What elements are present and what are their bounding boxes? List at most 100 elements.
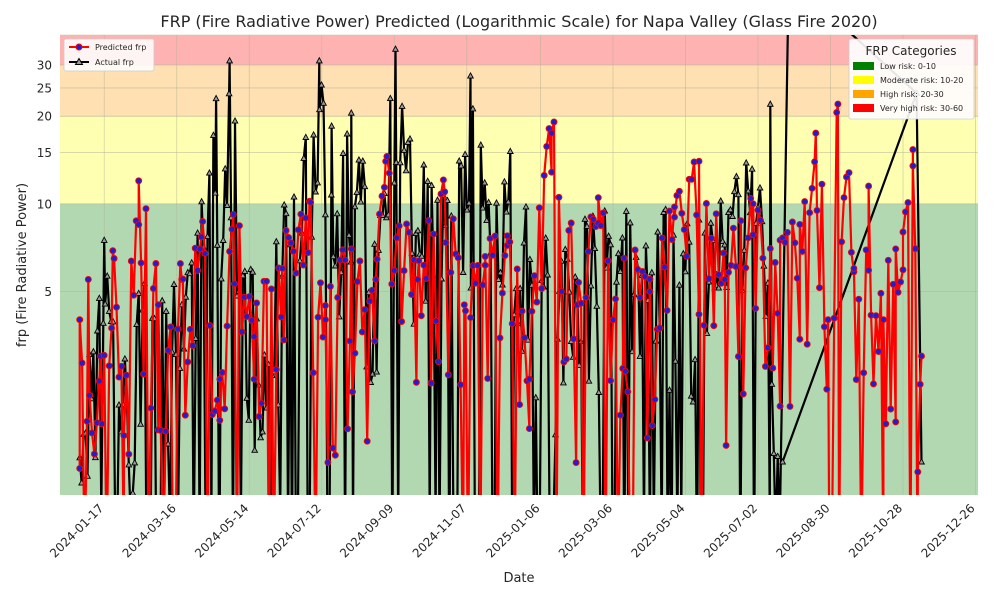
actual-frp-point — [137, 420, 145, 427]
predicted-frp-point — [911, 245, 919, 253]
predicted-frp-point — [739, 390, 747, 398]
predicted-frp-point — [135, 177, 143, 185]
predicted-frp-point — [582, 294, 590, 301]
predicted-frp-point — [503, 232, 511, 240]
predicted-frp-point — [109, 247, 117, 255]
y-axis-label: frp (Fire Radiative Power) — [15, 183, 30, 347]
actual-frp-point — [314, 178, 322, 186]
actual-frp-point — [223, 201, 231, 208]
actual-frp-point — [681, 267, 689, 275]
actual-frp-point — [744, 186, 752, 194]
predicted-frp-point — [793, 274, 801, 282]
actual-frp-point — [581, 215, 589, 222]
actual-frp-point — [331, 261, 339, 269]
predicted-frp-point — [88, 429, 96, 437]
predicted-frp-point — [339, 246, 347, 254]
legend-predicted-marker — [75, 43, 83, 51]
predicted-frp-point — [648, 422, 656, 430]
predicted-frp-point — [914, 468, 922, 476]
predicted-frp-point — [287, 239, 295, 247]
predicted-frp-point — [695, 310, 703, 318]
actual-frp-point — [129, 489, 136, 495]
predicted-frp-point — [646, 288, 654, 295]
actual-frp-point — [595, 388, 603, 395]
actual-frp-point — [213, 241, 221, 248]
predicted-frp-point — [788, 218, 796, 226]
actual-frp-point — [131, 458, 139, 466]
predicted-frp-point — [321, 302, 329, 310]
predicted-frp-point — [894, 288, 902, 296]
predicted-frp-point — [594, 194, 602, 202]
actual-frp-point — [243, 394, 251, 401]
predicted-frp-point — [282, 227, 290, 234]
predicted-frp-point — [304, 249, 312, 257]
predicted-frp-point — [78, 359, 86, 367]
predicted-frp-point — [272, 366, 280, 373]
predicted-frp-point — [892, 418, 900, 426]
predicted-frp-point — [76, 464, 84, 472]
predicted-frp-point — [238, 328, 246, 336]
predicted-frp-point — [666, 207, 673, 215]
predicted-frp-point — [612, 295, 619, 303]
predicted-frp-point — [221, 405, 229, 413]
predicted-frp-point — [865, 266, 873, 274]
predicted-frp-point — [226, 247, 234, 255]
category-legend: FRP Categories Low risk: 0-10 Moderate r… — [848, 38, 975, 120]
predicted-frp-point — [317, 279, 324, 287]
actual-frp-point — [469, 104, 477, 112]
actual-frp-point — [392, 158, 400, 166]
predicted-frp-point — [115, 373, 123, 381]
actual-frp-point — [496, 268, 504, 276]
predicted-frp-point — [855, 295, 863, 303]
predicted-frp-point — [344, 425, 352, 433]
actual-frp-point — [231, 116, 239, 124]
predicted-frp-point — [776, 402, 784, 410]
actual-frp-point — [217, 274, 225, 282]
predicted-frp-point — [884, 256, 892, 264]
predicted-frp-point — [120, 432, 128, 440]
actual-frp-point — [457, 161, 465, 169]
predicted-frp-point — [656, 324, 664, 332]
actual-frp-point — [770, 449, 778, 457]
predicted-frp-point — [250, 333, 258, 341]
predicted-frp-point — [834, 100, 842, 108]
actual-frp-point — [391, 45, 400, 52]
actual-frp-point — [241, 267, 249, 274]
predicted-frp-point — [887, 405, 895, 413]
predicted-frp-point — [174, 325, 182, 333]
predicted-frp-point — [373, 255, 381, 263]
predicted-frp-point — [791, 239, 799, 247]
actual-frp-point — [642, 241, 650, 249]
predicted-frp-point — [108, 324, 116, 332]
actual-frp-point — [89, 347, 97, 355]
predicted-frp-point — [149, 285, 157, 292]
predicted-frp-point — [852, 376, 860, 383]
predicted-frp-point — [329, 444, 337, 452]
predicted-frp-series — [76, 100, 925, 495]
predicted-frp-point — [604, 257, 612, 265]
actual-frp-point — [732, 172, 740, 180]
predicted-frp-point — [909, 146, 917, 154]
actual-frp-point — [485, 198, 493, 205]
actual-frp-point — [402, 166, 410, 174]
predicted-frp-point — [496, 334, 504, 342]
actual-frp-point — [327, 190, 335, 198]
actual-frp-point — [671, 357, 679, 364]
legend-swatch-low — [853, 62, 874, 70]
actual-frp-point — [424, 177, 432, 184]
actual-frp-point — [721, 240, 729, 248]
legend-moderate-risk: Moderate risk: 10-20 — [880, 76, 963, 85]
predicted-frp-point — [744, 234, 752, 242]
actual-frp-point — [532, 393, 540, 401]
actual-frp-point — [345, 231, 353, 238]
actual-frp-point — [418, 252, 426, 259]
predicted-frp-point — [882, 420, 890, 428]
predicted-frp-point — [414, 275, 422, 283]
actual-frp-point — [715, 283, 723, 291]
actual-frp-point — [593, 302, 601, 309]
actual-frp-point — [198, 197, 206, 205]
actual-frp-point — [300, 154, 308, 161]
predicted-frp-point — [290, 247, 297, 255]
actual-frp-point — [101, 299, 109, 307]
predicted-frp-point — [683, 252, 691, 260]
